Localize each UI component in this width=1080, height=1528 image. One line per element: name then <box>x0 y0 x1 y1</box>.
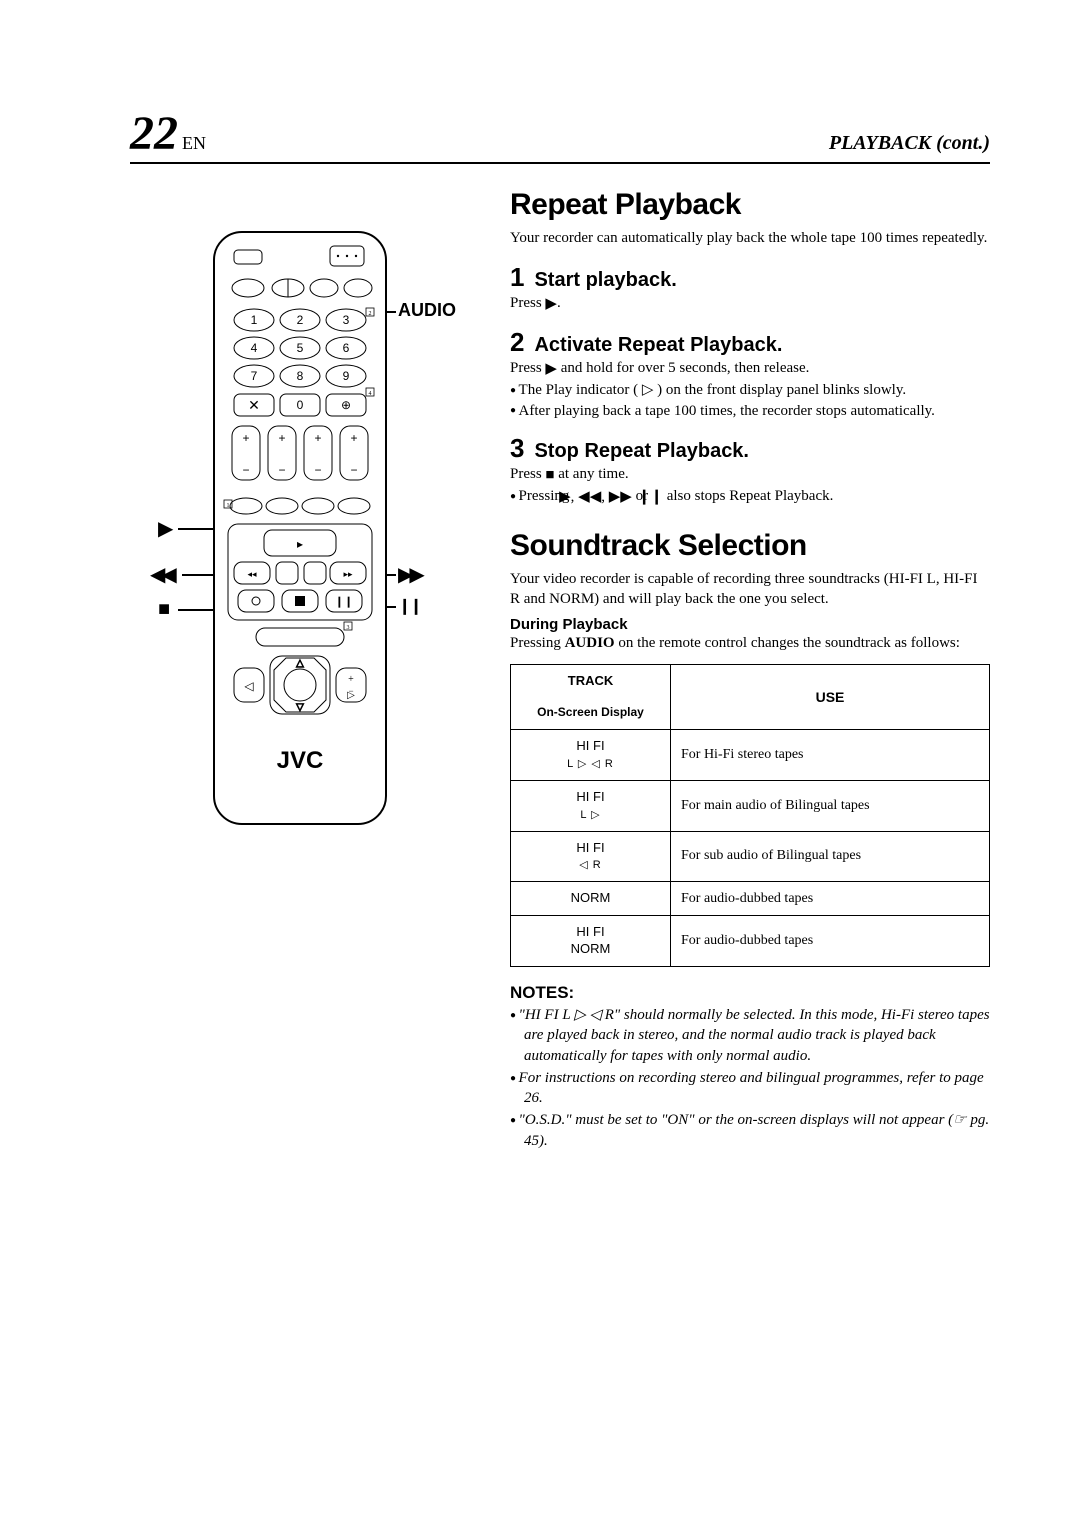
page-number: 22 <box>130 107 178 160</box>
text-column: Repeat Playback Your recorder can automa… <box>510 188 990 1153</box>
notes-heading: NOTES: <box>510 983 990 1003</box>
svg-text:◂◂: ◂◂ <box>247 569 257 579</box>
svg-text:7: 7 <box>251 369 258 383</box>
table-row: NORM For audio-dubbed tapes <box>511 882 990 916</box>
ff-icon: ▶▶ <box>398 562 421 587</box>
note-item: "HI FI L ▷ ◁ R" should normally be selec… <box>510 1005 990 1066</box>
during-playback-body: Pressing AUDIO on the remote control cha… <box>510 633 990 654</box>
svg-text:1: 1 <box>251 313 258 327</box>
svg-text:⊕: ⊕ <box>341 398 351 412</box>
svg-text:+: + <box>350 431 357 445</box>
step-text: Press <box>510 466 545 482</box>
svg-text:2: 2 <box>369 311 372 317</box>
svg-text:▸▸: ▸▸ <box>343 569 353 579</box>
svg-text:3: 3 <box>347 625 350 631</box>
play-icon: ▶ <box>545 294 557 315</box>
th-osd: On-Screen Display <box>511 697 671 729</box>
step-3: 3 Stop Repeat Playback. Press ■ at any t… <box>510 433 990 507</box>
svg-text:4: 4 <box>251 341 258 355</box>
step-text: Press <box>510 360 545 376</box>
play-icon: ▶ <box>158 516 173 541</box>
svg-text:−: − <box>242 463 249 477</box>
brand-logo: JVC <box>277 747 324 774</box>
svg-text:3: 3 <box>343 313 350 327</box>
svg-text:4: 4 <box>369 391 372 397</box>
remote-illustration-column: AUDIO ▶ ◀◀ ▶▶ ❙❙ ■ <box>130 188 470 1153</box>
note-item: "O.S.D." must be set to "ON" or the on-s… <box>510 1110 990 1151</box>
svg-text:2: 2 <box>297 313 304 327</box>
play-icon: ▶ <box>545 359 557 380</box>
table-row: HI FI◁ R For sub audio of Bilingual tape… <box>511 831 990 882</box>
page-lang: EN <box>182 133 206 153</box>
table-row: HI FIL ▷ For main audio of Bilingual tap… <box>511 780 990 831</box>
th-track: TRACK <box>511 664 671 697</box>
svg-text:9: 9 <box>343 369 350 383</box>
bullet-item: After playing back a tape 100 times, the… <box>510 401 990 421</box>
pause-icon: ❙❙ <box>398 596 421 616</box>
page-header: 22EN PLAYBACK (cont.) <box>130 110 990 164</box>
svg-text:+: + <box>242 431 249 445</box>
step-text: . <box>557 295 561 311</box>
svg-text:6: 6 <box>343 341 350 355</box>
step-number: 1 <box>510 262 524 293</box>
svg-text:▸: ▸ <box>297 537 303 551</box>
track-table: TRACK USE On-Screen Display HI FIL ▷ ◁ R… <box>510 664 990 968</box>
th-use: USE <box>671 664 990 729</box>
soundtrack-intro: Your video recorder is capable of record… <box>510 569 990 610</box>
rewind-icon: ◀◀ <box>150 562 173 587</box>
step-title: Stop Repeat Playback. <box>534 440 749 463</box>
step-text: at any time. <box>554 466 628 482</box>
svg-text:−: − <box>350 463 357 477</box>
remote-wrap: AUDIO ▶ ◀◀ ▶▶ ❙❙ ■ <box>130 228 470 868</box>
step-text: Press <box>510 295 545 311</box>
table-row: HI FINORM For audio-dubbed tapes <box>511 916 990 967</box>
svg-text:1: 1 <box>227 503 230 509</box>
bullet-item: The Play indicator ( ▷ ) on the front di… <box>510 380 990 400</box>
svg-text:◁: ◁ <box>244 679 254 693</box>
notes-list: "HI FI L ▷ ◁ R" should normally be selec… <box>510 1005 990 1151</box>
svg-text:0: 0 <box>297 398 304 412</box>
step-bullets: The Play indicator ( ▷ ) on the front di… <box>510 380 990 421</box>
svg-text:5: 5 <box>297 341 304 355</box>
remote-svg: 1 2 3 4 5 6 7 8 9 ✕ 0 ⊕ <box>210 228 390 828</box>
step-bullets: Pressing ▶, ◀◀, ▶▶ or ❙❙ also stops Repe… <box>510 486 990 507</box>
svg-text:+: + <box>348 674 354 685</box>
audio-callout-label: AUDIO <box>398 300 456 321</box>
stop-icon: ■ <box>158 598 170 621</box>
repeat-intro: Your recorder can automatically play bac… <box>510 228 990 248</box>
page-number-block: 22EN <box>130 110 206 158</box>
step-2: 2 Activate Repeat Playback. Press ▶ and … <box>510 327 990 421</box>
svg-text:❙❙: ❙❙ <box>335 596 353 608</box>
soundtrack-title: Soundtrack Selection <box>510 529 990 563</box>
bullet-item: Pressing ▶, ◀◀, ▶▶ or ❙❙ also stops Repe… <box>510 486 990 507</box>
step-1: 1 Start playback. Press ▶. <box>510 262 990 315</box>
svg-text:✕: ✕ <box>248 397 260 413</box>
svg-text:8: 8 <box>297 369 304 383</box>
step-title: Activate Repeat Playback. <box>534 334 782 357</box>
repeat-title: Repeat Playback <box>510 188 990 222</box>
svg-text:▽: ▽ <box>296 702 304 713</box>
svg-text:−: − <box>314 463 321 477</box>
svg-text:+: + <box>278 431 285 445</box>
svg-text:+: + <box>314 431 321 445</box>
note-item: For instructions on recording stereo and… <box>510 1068 990 1109</box>
svg-text:−: − <box>278 463 285 477</box>
step-title: Start playback. <box>534 269 676 292</box>
svg-text:−: − <box>348 686 353 696</box>
step-text: and hold for over 5 seconds, then releas… <box>557 360 809 376</box>
svg-text:△: △ <box>296 658 304 669</box>
step-number: 2 <box>510 327 524 358</box>
step-number: 3 <box>510 433 524 464</box>
section-title: PLAYBACK (cont.) <box>829 132 990 155</box>
during-playback-head: During Playback <box>510 616 990 633</box>
table-row: HI FIL ▷ ◁ R For Hi-Fi stereo tapes <box>511 729 990 780</box>
